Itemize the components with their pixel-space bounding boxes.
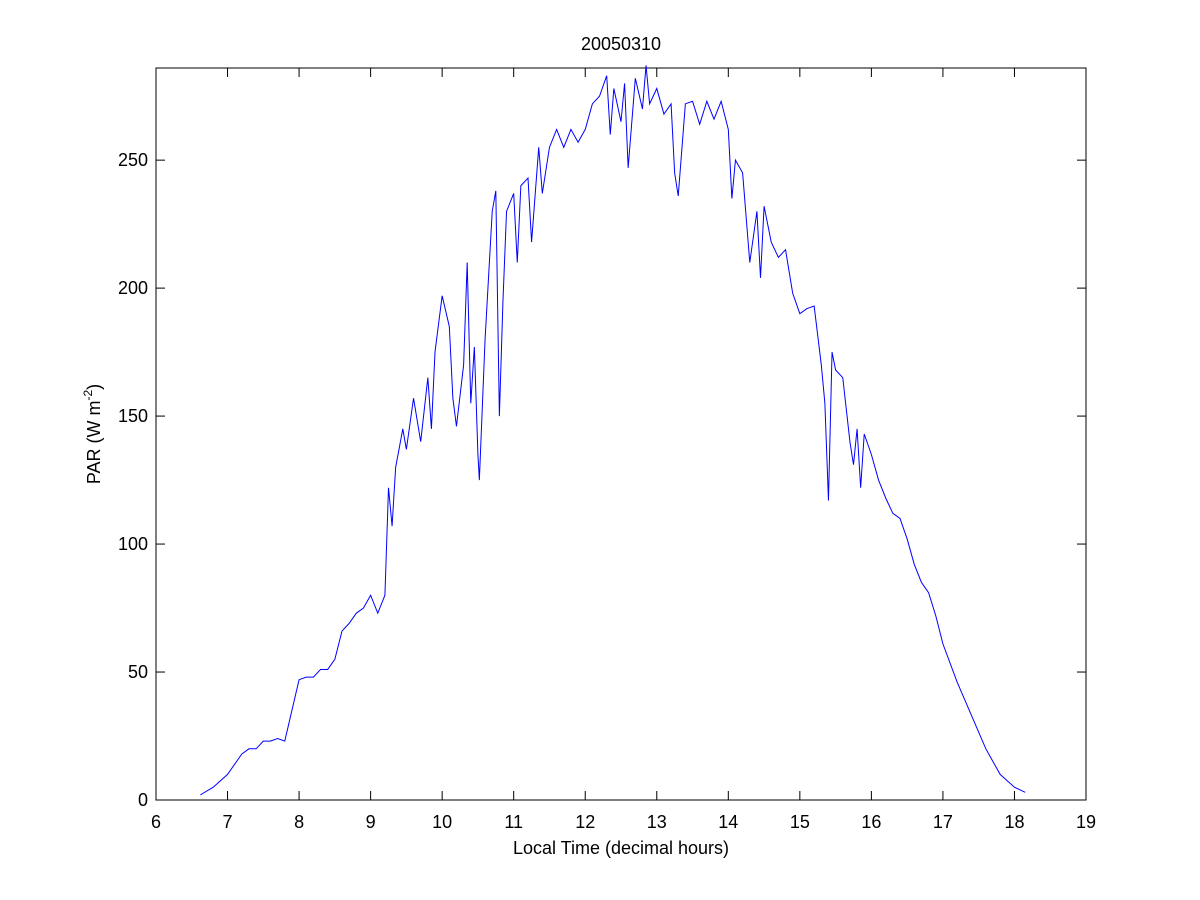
x-tick-label: 7 — [223, 812, 233, 832]
x-tick-label: 8 — [294, 812, 304, 832]
axes-box — [155, 67, 1087, 801]
x-tick-label: 13 — [647, 812, 667, 832]
x-tick-label: 14 — [718, 812, 738, 832]
y-label-text: PAR (W m — [84, 401, 104, 485]
data-line — [200, 65, 1026, 796]
y-tick-label: 50 — [128, 662, 148, 682]
y-tick-label: 200 — [118, 278, 148, 298]
y-label-end: ) — [84, 384, 104, 390]
chart-title: 20050310 — [581, 34, 661, 54]
y-tick-label: 250 — [118, 150, 148, 170]
x-tick-label: 6 — [151, 812, 161, 832]
x-tick-label: 9 — [366, 812, 376, 832]
y-tick-label: 150 — [118, 406, 148, 426]
x-tick-label: 16 — [861, 812, 881, 832]
x-tick-label: 15 — [790, 812, 810, 832]
x-tick-label: 17 — [933, 812, 953, 832]
x-axis-label: Local Time (decimal hours) — [513, 838, 729, 858]
x-tick-label: 11 — [504, 812, 523, 832]
y-label-sup: -2 — [81, 390, 95, 401]
y-axis-label: PAR (W m-2) — [81, 384, 104, 484]
x-tick-label: 18 — [1004, 812, 1024, 832]
y-tick-label: 0 — [138, 790, 148, 810]
x-tick-label: 10 — [432, 812, 452, 832]
x-tick-label: 19 — [1076, 812, 1096, 832]
x-tick-label: 12 — [575, 812, 595, 832]
y-tick-label: 100 — [118, 534, 148, 554]
